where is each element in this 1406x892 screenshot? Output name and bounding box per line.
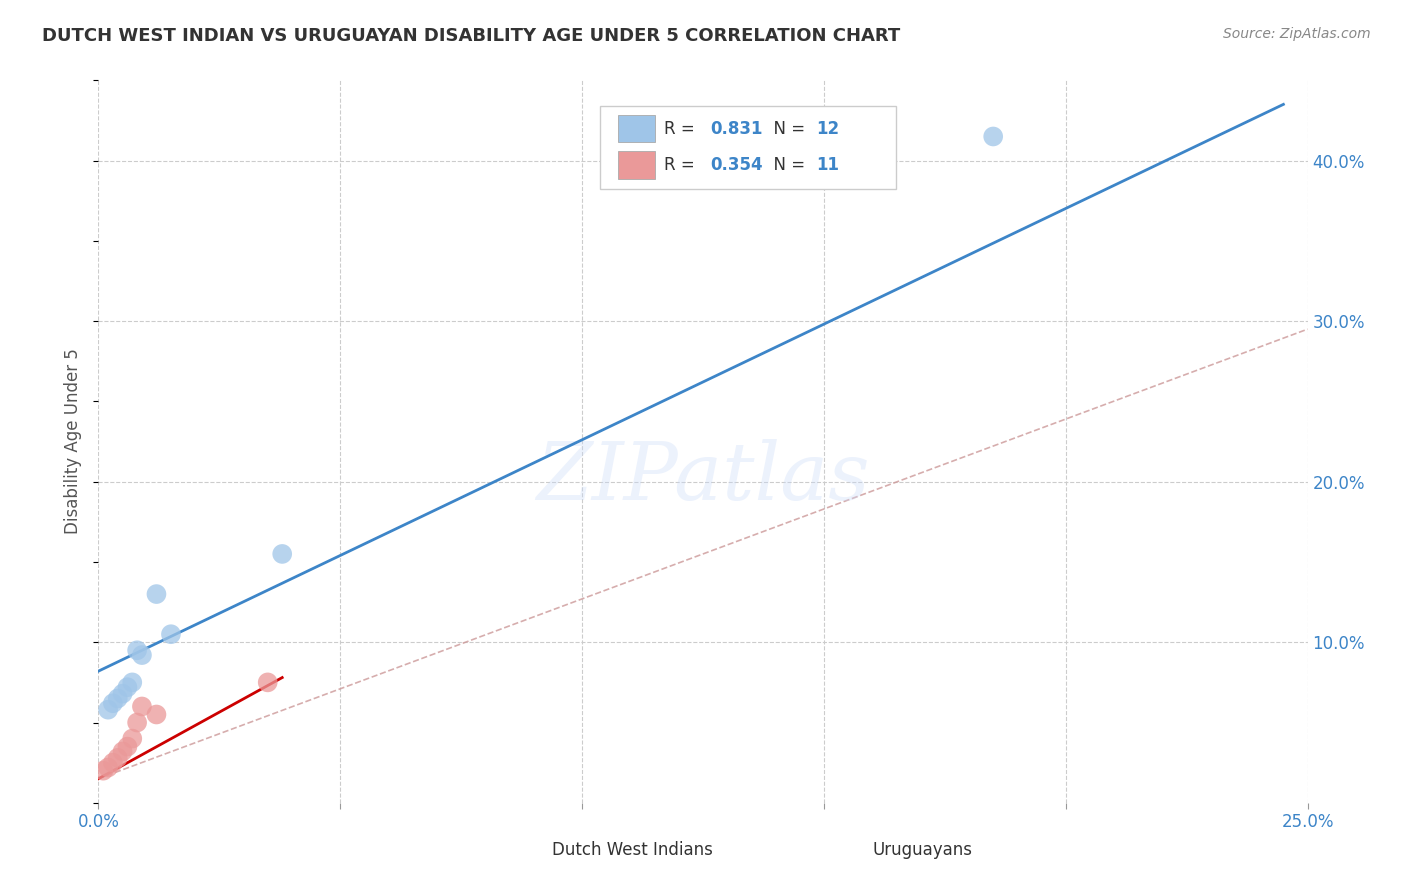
Text: 0.831: 0.831	[710, 120, 762, 137]
Point	[121, 731, 143, 746]
Text: N =: N =	[763, 120, 811, 137]
FancyBboxPatch shape	[824, 838, 863, 863]
Point	[97, 703, 120, 717]
Point	[111, 687, 134, 701]
Point	[101, 696, 124, 710]
FancyBboxPatch shape	[619, 115, 655, 143]
FancyBboxPatch shape	[600, 105, 897, 189]
Point	[131, 648, 153, 662]
Point	[127, 643, 149, 657]
Point	[107, 751, 129, 765]
Point	[107, 691, 129, 706]
Text: Source: ZipAtlas.com: Source: ZipAtlas.com	[1223, 27, 1371, 41]
Text: 0.354: 0.354	[710, 156, 763, 174]
FancyBboxPatch shape	[619, 151, 655, 178]
Point	[145, 707, 167, 722]
FancyBboxPatch shape	[503, 838, 543, 863]
Point	[117, 680, 139, 694]
Text: ZIPatlas: ZIPatlas	[536, 439, 870, 516]
Point	[131, 699, 153, 714]
Text: R =: R =	[664, 120, 700, 137]
Point	[981, 129, 1004, 144]
Point	[256, 675, 278, 690]
Point	[127, 715, 149, 730]
Y-axis label: Disability Age Under 5: Disability Age Under 5	[65, 349, 83, 534]
Point	[145, 587, 167, 601]
Text: Uruguayans: Uruguayans	[872, 841, 973, 859]
Text: 11: 11	[817, 156, 839, 174]
Point	[117, 739, 139, 754]
Point	[160, 627, 183, 641]
Point	[97, 760, 120, 774]
Point	[271, 547, 294, 561]
Text: 12: 12	[817, 120, 839, 137]
Text: DUTCH WEST INDIAN VS URUGUAYAN DISABILITY AGE UNDER 5 CORRELATION CHART: DUTCH WEST INDIAN VS URUGUAYAN DISABILIT…	[42, 27, 900, 45]
Point	[91, 764, 114, 778]
Text: Dutch West Indians: Dutch West Indians	[551, 841, 713, 859]
Point	[121, 675, 143, 690]
Point	[101, 756, 124, 770]
Point	[111, 744, 134, 758]
Text: R =: R =	[664, 156, 700, 174]
Text: N =: N =	[763, 156, 811, 174]
